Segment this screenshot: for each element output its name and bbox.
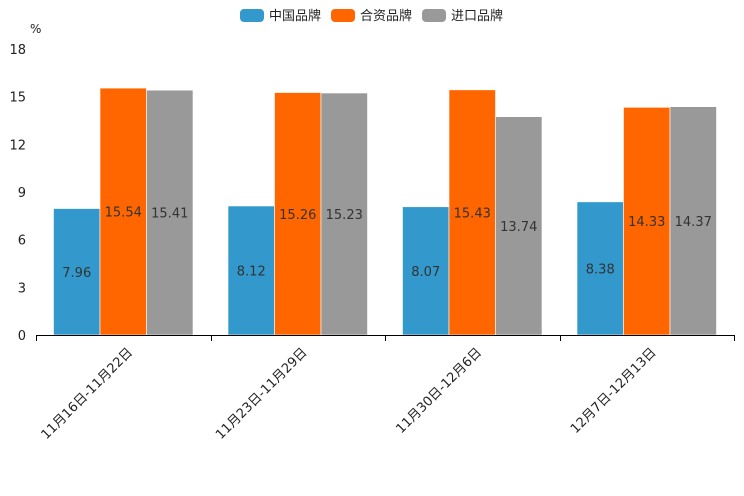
- data-label: 7.96: [62, 266, 91, 281]
- x-category-label: 12月7日-12月13日: [568, 345, 660, 437]
- bar-0-1: [227, 205, 275, 336]
- data-label: 14.33: [628, 215, 665, 230]
- legend-label: 中国品牌: [269, 8, 321, 24]
- data-label: 15.26: [279, 208, 316, 223]
- data-labels: 7.96 8.12 8.07 8.38 15.54 15.26 15.43 14.33 15.4…: [62, 206, 712, 281]
- bar-2-3: [669, 106, 717, 336]
- y-tick-label: 3: [18, 281, 26, 296]
- legend-label: 进口品牌: [451, 8, 503, 24]
- data-label: 15.41: [151, 207, 188, 222]
- y-axis-unit-label: %: [30, 22, 41, 36]
- data-label: 14.37: [675, 215, 712, 230]
- data-label: 8.12: [237, 264, 266, 279]
- y-axis: 0 3 6 9 12 15 18: [9, 43, 26, 344]
- bar-2-2: [495, 116, 543, 336]
- data-label: 8.38: [586, 262, 615, 277]
- y-tick-label: 12: [9, 138, 26, 153]
- data-label: 13.74: [500, 220, 537, 235]
- legend-swatch-2[interactable]: [422, 9, 447, 22]
- y-tick-label: 9: [18, 186, 26, 201]
- data-label: 15.23: [326, 208, 363, 223]
- y-tick-label: 0: [18, 329, 26, 344]
- data-label: 8.07: [411, 265, 440, 280]
- legend: 中国品牌 合资品牌 进口品牌: [240, 8, 503, 24]
- bar-1-1: [274, 92, 322, 336]
- x-category-label: 11月23日-11月29日: [213, 345, 310, 442]
- bar-0-2: [402, 206, 450, 336]
- data-label: 15.43: [454, 206, 491, 221]
- bars: [53, 87, 717, 336]
- x-category-label: 11月16日-11月22日: [39, 345, 136, 442]
- x-axis: 11月16日-11月22日 11月23日-11月29日 11月30日-12月6日 12…: [36, 335, 735, 443]
- legend-swatch-0[interactable]: [240, 9, 264, 22]
- y-tick-label: 15: [9, 91, 26, 106]
- y-tick-label: 6: [18, 234, 26, 249]
- legend-swatch-1[interactable]: [331, 9, 356, 22]
- legend-label: 合资品牌: [360, 8, 412, 24]
- x-category-label: 11月30日-12月6日: [393, 345, 485, 437]
- bar-0-3: [576, 201, 624, 336]
- bar-0-0: [53, 208, 101, 336]
- bar-1-0: [99, 87, 147, 336]
- y-tick-label: 18: [9, 43, 26, 58]
- data-label: 15.54: [105, 206, 142, 221]
- bar-2-1: [320, 92, 368, 336]
- bar-1-3: [623, 107, 671, 336]
